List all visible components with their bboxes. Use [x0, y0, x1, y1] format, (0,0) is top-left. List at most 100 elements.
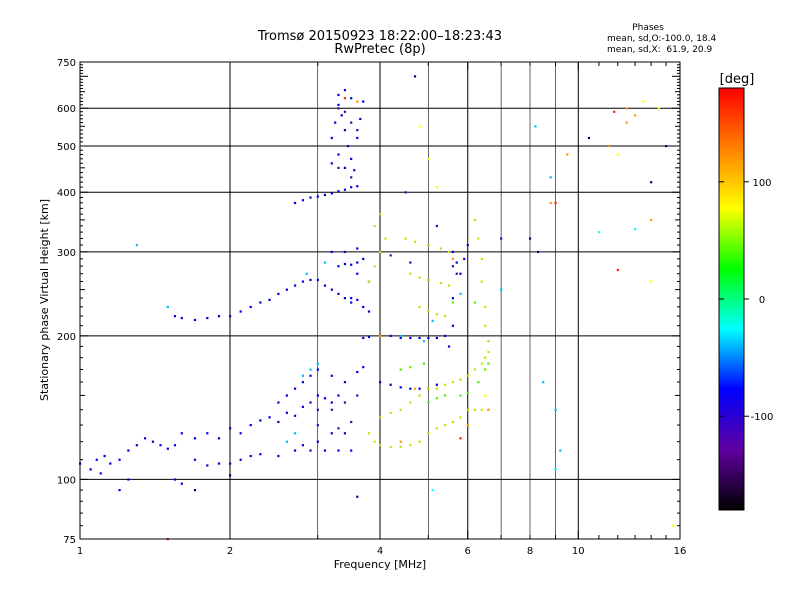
data-point — [127, 449, 130, 452]
data-point — [89, 468, 92, 471]
data-point — [399, 440, 402, 443]
data-point — [384, 237, 387, 240]
y-axis-label: Stationary phase Virtual Height [km] — [38, 199, 51, 401]
data-point — [379, 444, 382, 447]
data-point — [323, 284, 327, 287]
data-point — [337, 153, 340, 156]
data-point — [350, 157, 353, 161]
data-point — [487, 362, 490, 365]
data-point — [316, 440, 319, 443]
data-point — [193, 489, 197, 492]
data-point — [343, 97, 347, 100]
data-point — [330, 288, 333, 291]
data-point — [379, 250, 382, 254]
data-point — [487, 340, 490, 343]
data-point — [399, 445, 402, 449]
data-point — [362, 336, 365, 340]
data-point — [362, 366, 365, 369]
data-point — [389, 445, 392, 449]
data-point — [451, 381, 455, 384]
data-point — [379, 381, 382, 384]
colorbar-tick-label: -100 — [751, 412, 774, 423]
data-point — [443, 383, 447, 386]
data-point — [118, 458, 121, 461]
data-point — [356, 394, 359, 397]
data-point — [459, 272, 462, 275]
data-point — [466, 424, 469, 427]
data-point — [259, 301, 262, 304]
data-point — [455, 272, 458, 275]
data-point — [427, 310, 430, 313]
data-point — [277, 454, 280, 458]
data-point — [559, 449, 562, 452]
data-point — [657, 107, 660, 110]
x-tick-label: 2 — [227, 546, 233, 557]
data-point — [451, 265, 455, 268]
data-point — [409, 272, 412, 275]
data-point — [180, 482, 183, 485]
data-point — [193, 437, 197, 440]
data-point — [459, 437, 462, 440]
data-point — [99, 472, 102, 475]
data-point — [337, 449, 340, 452]
x-tick-label: 10 — [572, 546, 585, 557]
data-point — [500, 288, 503, 291]
data-point — [642, 100, 645, 103]
data-point — [217, 462, 221, 465]
data-point — [309, 368, 312, 371]
data-point — [285, 440, 288, 443]
data-point — [356, 185, 359, 188]
data-point — [350, 176, 353, 179]
data-point — [418, 305, 421, 309]
data-point — [389, 334, 392, 338]
data-point — [367, 335, 371, 339]
data-point — [301, 444, 305, 447]
data-point — [249, 424, 252, 427]
data-point — [330, 192, 333, 195]
data-point — [239, 432, 242, 435]
data-point — [229, 427, 232, 430]
data-point — [309, 196, 312, 199]
data-point — [330, 374, 333, 377]
data-point — [484, 324, 487, 327]
data-point — [484, 305, 487, 309]
data-point — [346, 144, 350, 148]
data-point — [549, 201, 552, 205]
data-point — [484, 394, 487, 397]
data-point — [418, 125, 421, 128]
data-point — [293, 284, 297, 287]
data-point — [193, 318, 197, 322]
data-point — [268, 298, 271, 301]
data-point — [435, 336, 438, 340]
data-point — [330, 162, 333, 165]
data-point — [367, 310, 371, 313]
data-point — [309, 278, 312, 282]
data-point — [466, 244, 469, 247]
data-point — [439, 282, 443, 285]
data-point — [337, 93, 340, 97]
data-point — [143, 437, 147, 440]
y-tick-label: 600 — [57, 104, 76, 115]
data-point — [613, 110, 616, 113]
data-point — [427, 432, 430, 435]
data-point — [431, 489, 434, 492]
data-point — [343, 188, 347, 191]
data-point — [323, 449, 327, 452]
x-tick-label: 4 — [377, 546, 383, 557]
data-point — [316, 424, 319, 427]
y-tick-label: 500 — [57, 142, 76, 153]
data-point — [427, 278, 430, 282]
data-point — [399, 408, 402, 411]
data-point — [409, 401, 412, 404]
data-point — [399, 386, 402, 389]
data-point — [362, 100, 365, 103]
data-point — [404, 191, 407, 194]
data-point — [466, 374, 469, 377]
data-point — [95, 458, 98, 461]
data-point — [193, 458, 197, 461]
data-point — [427, 401, 430, 404]
data-point — [206, 432, 209, 435]
data-point — [330, 408, 333, 411]
data-point — [447, 250, 451, 254]
data-point — [650, 218, 653, 222]
